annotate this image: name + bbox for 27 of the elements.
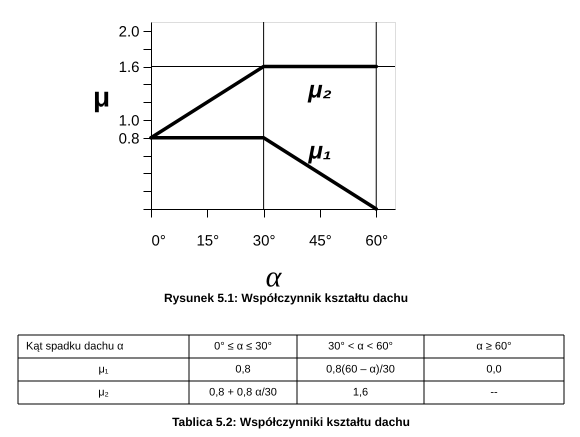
x-axis-title: α	[266, 260, 283, 294]
x-tick-label: 0°	[152, 232, 166, 250]
text: μ₂	[98, 386, 109, 398]
series-label: μ₂	[307, 76, 332, 104]
y-tick-label: 0.8	[118, 130, 140, 148]
text: α ≥ 60°	[476, 340, 512, 352]
y-axis-title: μ	[92, 82, 110, 112]
text: --	[490, 386, 498, 398]
text: 30° < α < 60°	[328, 340, 393, 352]
y-tick-label: 2.0	[118, 23, 140, 40]
text: 0° ≤ α ≤ 30°	[214, 340, 272, 352]
series-label: μ₁	[307, 137, 332, 164]
text: 1,6	[352, 386, 368, 398]
x-tick-label: 15°	[196, 232, 220, 250]
text: Rysunek 5.1: Współczynnik kształtu dachu	[164, 291, 408, 305]
text: Tablica 5.2: Współczynniki kształtu dachu	[172, 415, 410, 429]
x-tick-label: 45°	[309, 232, 332, 250]
text: μ₁	[98, 364, 109, 376]
y-tick-label: 1.6	[118, 59, 140, 76]
text: 0,8	[235, 364, 251, 376]
text: 0,0	[486, 364, 502, 376]
text: 0,8 + 0,8 α/30	[209, 386, 277, 398]
y-tick-label: 1.0	[118, 112, 140, 130]
text: 0,8(60 – α)/30	[326, 364, 395, 376]
x-tick-label: 30°	[252, 232, 276, 250]
x-tick-label: 60°	[365, 232, 388, 250]
text: Kąt spadku dachu α	[26, 340, 124, 352]
